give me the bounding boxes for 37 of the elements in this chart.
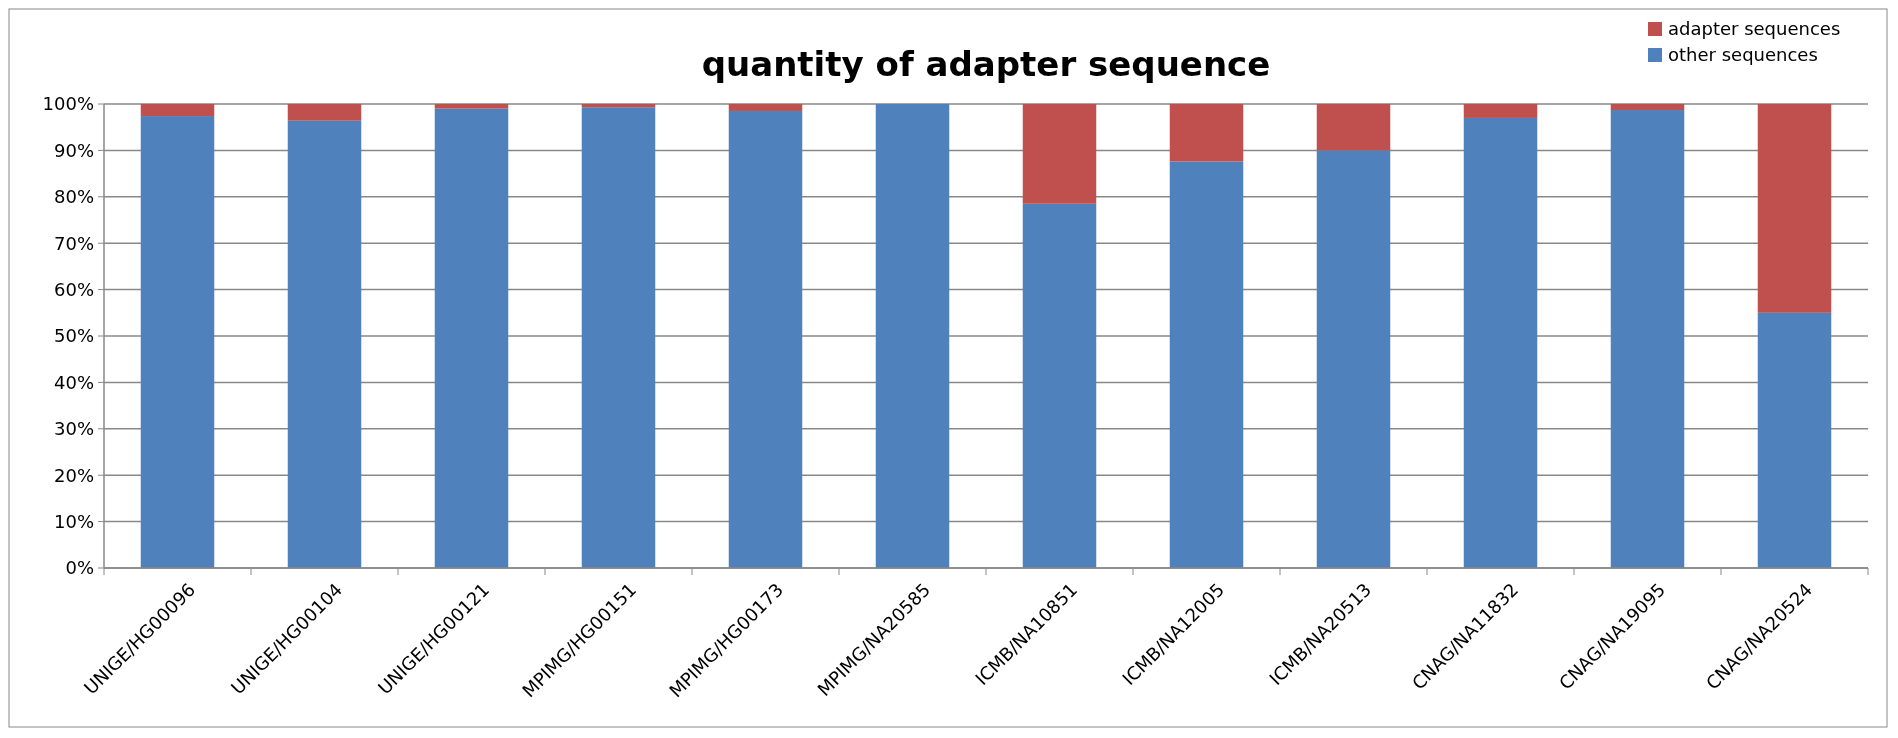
bar <box>581 104 656 108</box>
bar <box>287 104 362 121</box>
bar <box>140 104 215 117</box>
legend-label: adapter sequences <box>1668 18 1841 40</box>
bar <box>728 110 803 568</box>
bar <box>581 107 656 568</box>
y-tick-label: 60% <box>53 278 94 300</box>
bar <box>1169 104 1244 162</box>
y-tick-label: 50% <box>53 325 94 347</box>
bar <box>140 116 215 568</box>
bar <box>1022 104 1097 204</box>
chart-title: quantity of adapter sequence <box>701 44 1271 84</box>
legend-label: other sequences <box>1668 44 1818 66</box>
bar <box>1757 104 1832 313</box>
y-tick-label: 80% <box>53 186 94 208</box>
bar <box>728 104 803 111</box>
y-tick-label: 0% <box>65 557 94 579</box>
bar <box>1169 161 1244 568</box>
y-tick-label: 20% <box>53 464 94 486</box>
y-tick-label: 100% <box>42 93 94 115</box>
y-tick-label: 70% <box>53 232 94 254</box>
bar <box>1610 104 1685 111</box>
bar <box>1316 104 1391 151</box>
bar <box>287 120 362 568</box>
y-tick-label: 90% <box>53 139 94 161</box>
bar <box>1463 104 1538 118</box>
bar <box>434 104 509 109</box>
bar <box>875 104 950 568</box>
bar <box>1757 312 1832 568</box>
y-tick-label: 40% <box>53 371 94 393</box>
bar <box>434 108 509 568</box>
y-tick-label: 30% <box>53 418 94 440</box>
bar <box>1022 203 1097 568</box>
y-tick-label: 10% <box>53 510 94 532</box>
bar <box>1463 117 1538 568</box>
bar <box>1610 110 1685 568</box>
bar <box>1316 150 1391 568</box>
